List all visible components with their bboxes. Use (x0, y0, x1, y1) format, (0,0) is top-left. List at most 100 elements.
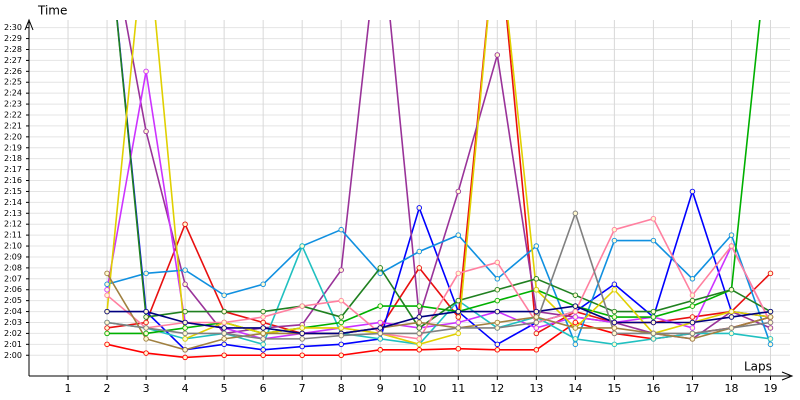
point (104, 281, 110, 288)
point (338, 341, 344, 348)
point (221, 336, 227, 342)
point (689, 319, 696, 326)
point (143, 336, 149, 342)
series-line (107, 305, 771, 335)
point (182, 354, 188, 361)
y-tick-label: 2:18 (4, 154, 22, 163)
point (416, 205, 423, 211)
point (767, 314, 774, 320)
point (377, 325, 383, 331)
series-line (106, 210, 771, 340)
point (611, 314, 618, 320)
point (455, 297, 462, 304)
point (650, 237, 657, 244)
x-tick-label: 1 (65, 382, 72, 395)
point (104, 270, 110, 277)
point (104, 292, 110, 298)
point (455, 330, 462, 337)
point (377, 319, 383, 326)
y-axis-title: Time (37, 4, 67, 18)
point (143, 270, 149, 277)
point (221, 352, 227, 359)
point (260, 308, 266, 315)
point (767, 325, 774, 331)
point (260, 352, 266, 359)
point (689, 297, 696, 304)
point (416, 314, 423, 320)
point (104, 319, 110, 326)
point (260, 347, 266, 353)
point (650, 314, 657, 320)
point (143, 308, 149, 315)
y-tick-label: 2:21 (4, 121, 22, 130)
point (104, 330, 110, 337)
point (338, 319, 344, 326)
point (260, 336, 266, 342)
point (221, 325, 227, 331)
point (260, 281, 266, 288)
point (533, 330, 540, 337)
y-tick-label: 2:01 (4, 340, 22, 349)
x-tick-label: 5 (221, 382, 228, 395)
point (611, 281, 618, 288)
point (689, 336, 696, 342)
y-arrow (24, 18, 34, 31)
x-axis-title: Laps (744, 360, 772, 374)
point (416, 325, 423, 331)
x-tick-label: 17 (685, 382, 699, 395)
point (494, 347, 501, 353)
point (143, 68, 149, 75)
point (377, 303, 383, 309)
point (104, 286, 110, 293)
x-tick-label: 15 (607, 382, 621, 395)
point (299, 303, 305, 309)
y-tick-label: 2:17 (4, 165, 22, 174)
point (260, 341, 266, 348)
point (650, 319, 657, 326)
point (416, 303, 423, 309)
series-line (116, 20, 771, 351)
point (455, 270, 462, 277)
point (572, 303, 579, 309)
x-tick-label: 2 (104, 382, 111, 395)
point (494, 341, 501, 348)
point (689, 276, 696, 282)
point (182, 319, 188, 326)
point (494, 286, 501, 293)
point (143, 128, 149, 135)
point (494, 319, 501, 326)
x-tick-label: 10 (412, 382, 426, 395)
x-tick-label: 7 (299, 382, 306, 395)
y-tick-label: 2:28 (4, 45, 22, 54)
point (728, 232, 735, 238)
point (494, 276, 501, 282)
point (533, 276, 540, 282)
point (455, 314, 462, 320)
point (533, 319, 540, 326)
point (299, 325, 305, 331)
point (143, 350, 149, 356)
point (182, 267, 188, 273)
point (533, 347, 540, 353)
point (611, 286, 618, 293)
point (572, 336, 579, 342)
point (494, 52, 501, 58)
point (182, 347, 188, 353)
point (338, 267, 344, 273)
series-line (107, 20, 761, 335)
y-tick-label: 2:03 (4, 318, 22, 327)
y-tick-label: 2:13 (4, 209, 22, 218)
point (221, 319, 227, 326)
point (611, 226, 618, 233)
y-tick-label: 2:02 (4, 329, 22, 338)
point (104, 341, 110, 348)
point (221, 292, 227, 298)
point (611, 308, 618, 315)
x-tick-label: 3 (143, 382, 150, 395)
point (689, 303, 696, 309)
point (182, 325, 188, 331)
point (728, 330, 735, 337)
point (650, 336, 657, 342)
point (338, 325, 344, 331)
